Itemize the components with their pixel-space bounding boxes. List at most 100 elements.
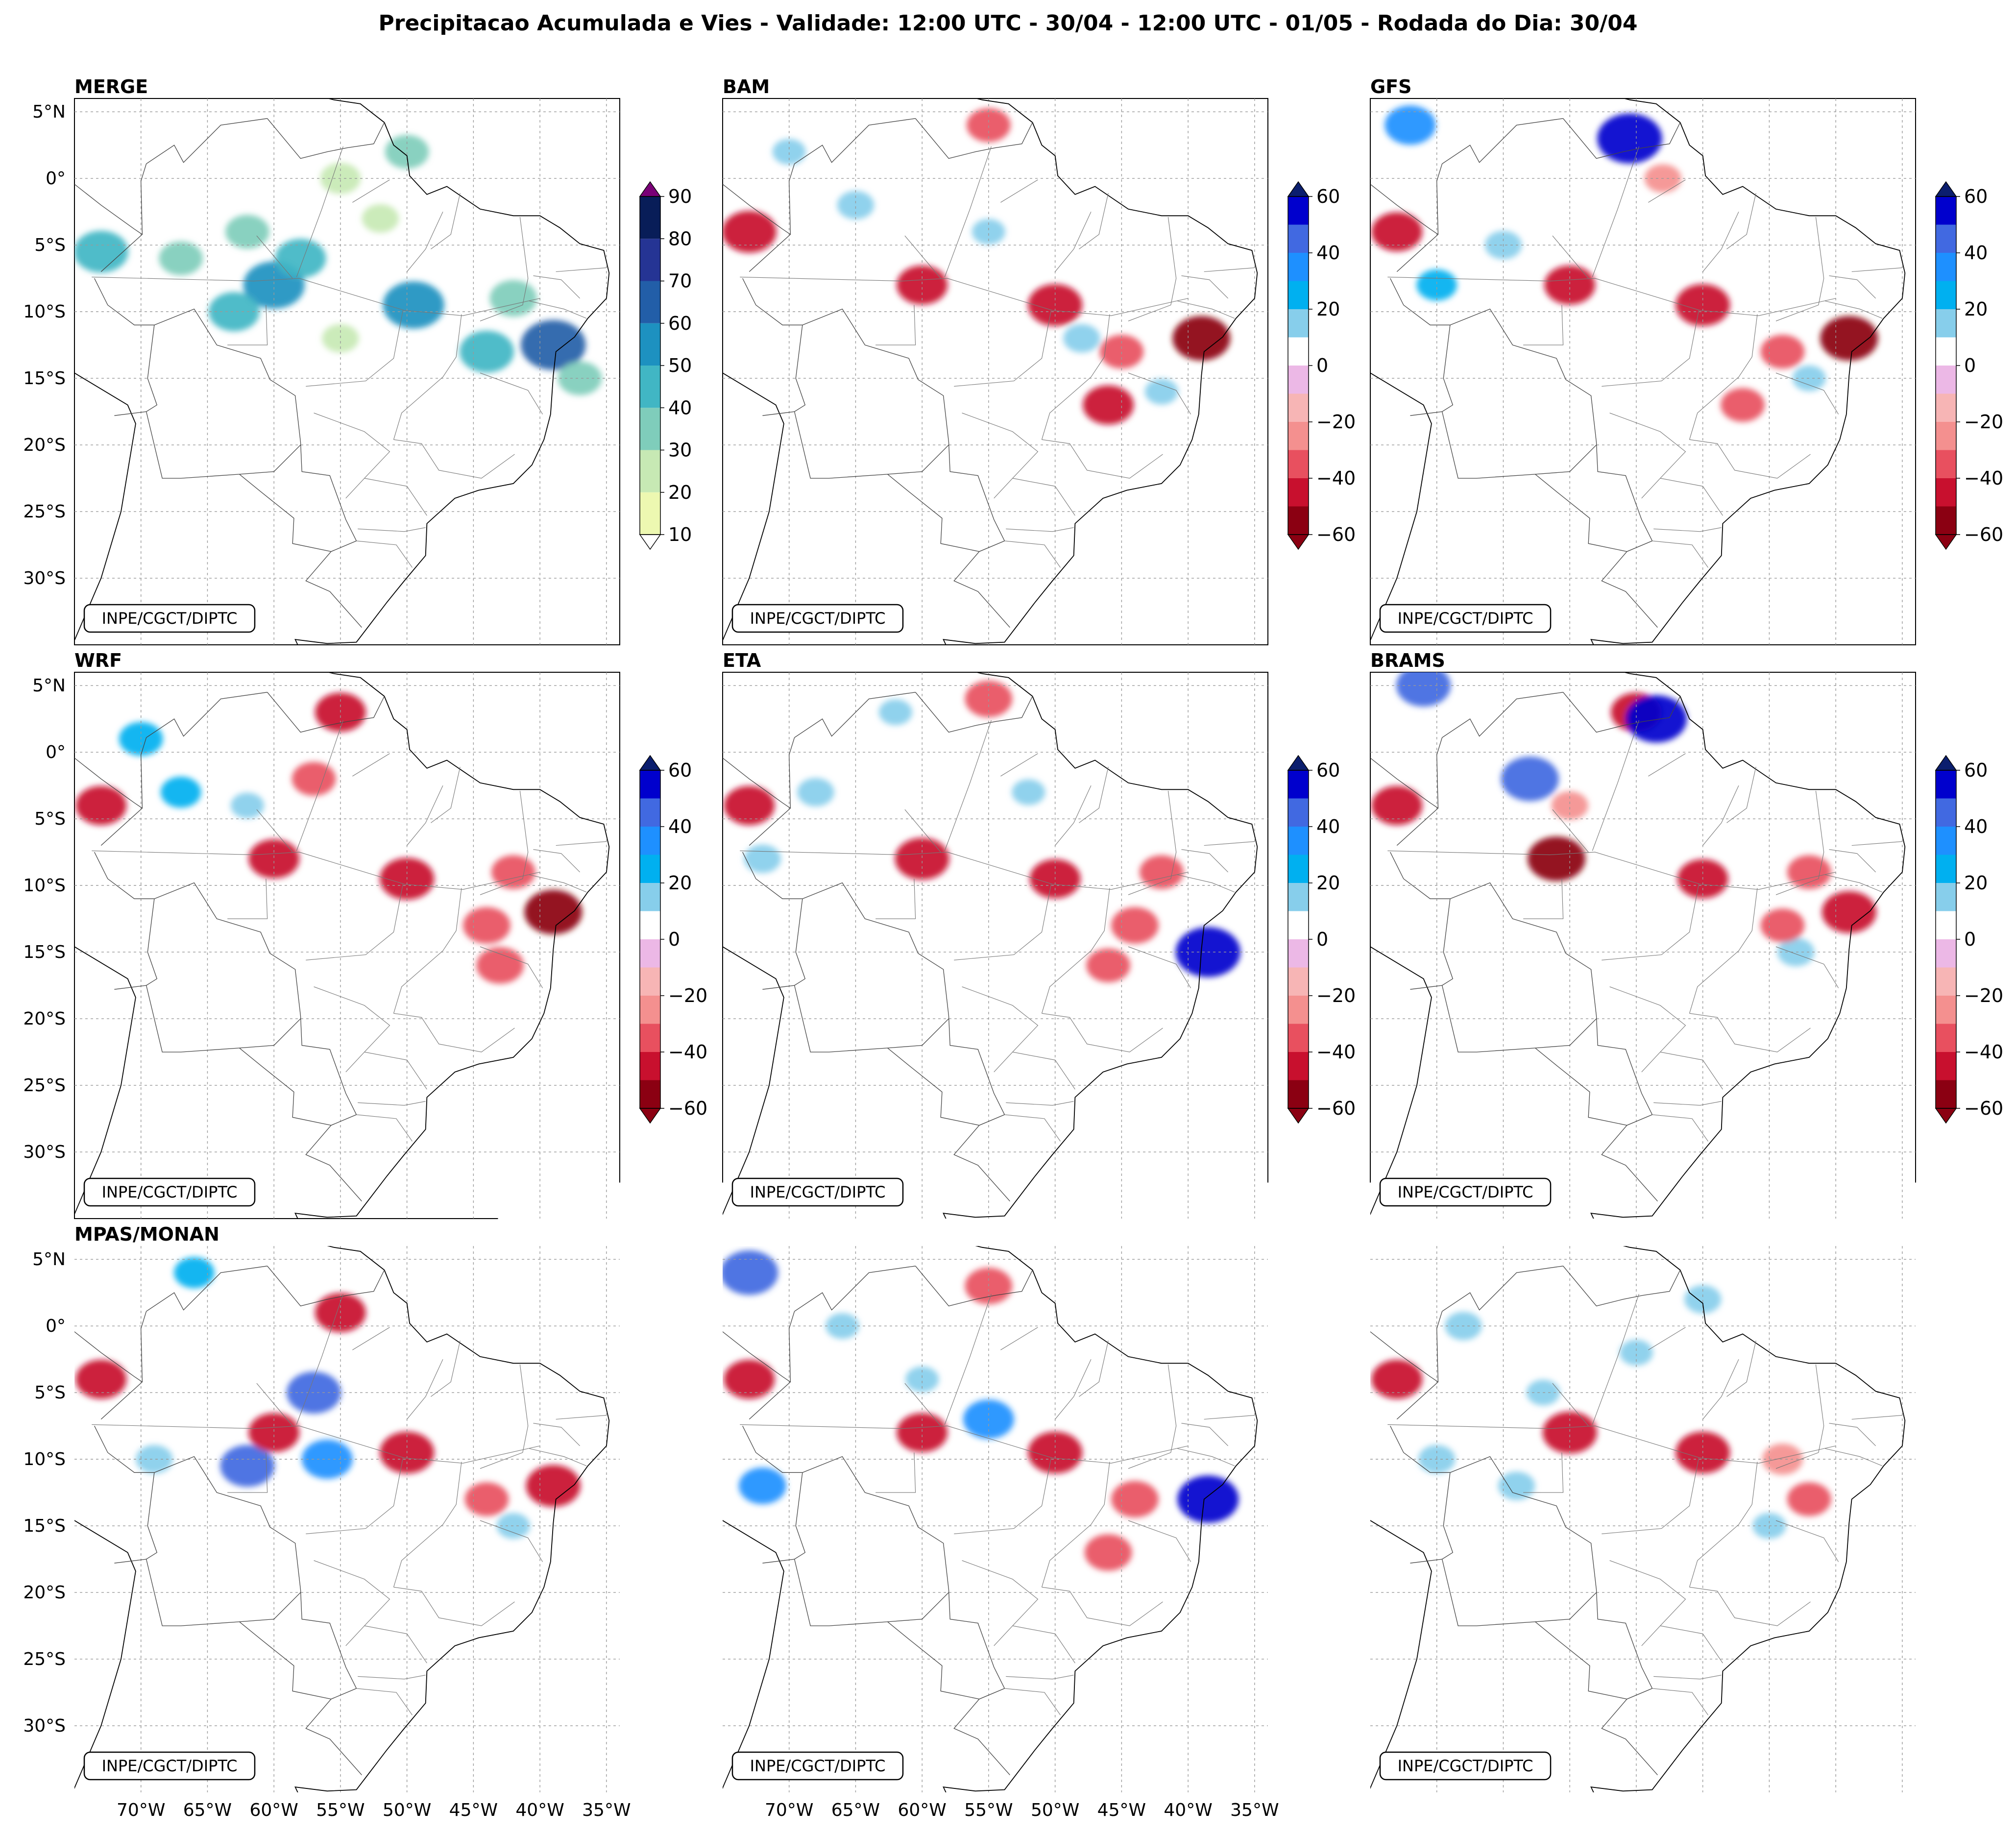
colorbar-tick-label: 0 — [1964, 1502, 1976, 1524]
lat-tick-label: 5°S — [34, 235, 66, 255]
colorbar-segment — [640, 1513, 660, 1541]
colorbar-extend-max — [640, 1329, 660, 1344]
lat-tick-label: 15°S — [23, 368, 66, 389]
data-field-10 — [739, 1467, 786, 1504]
lat-tick-label: 25°S — [23, 1076, 66, 1096]
data-field-7 — [463, 907, 510, 944]
colorbar-segment — [1288, 450, 1309, 479]
colorbar-segment — [640, 939, 660, 968]
colorbar-segment — [1936, 827, 1956, 855]
credit-text: INPE/CGCT/DIPTC — [1398, 1183, 1533, 1201]
colorbar-segment — [640, 1400, 660, 1429]
colorbar-tick-label: 50 — [668, 355, 692, 376]
colorbar-segment — [1936, 883, 1956, 911]
lat-tick-label: 10°S — [23, 1449, 66, 1469]
colorbar-tick-label: 60 — [668, 1333, 692, 1355]
colorbar-segment — [1288, 939, 1309, 968]
map-panel-cosmo: 70°W 65°W 60°W 55°W 50°W 45°W 40°W 35°WINPE/CGC… — [723, 1246, 1268, 1792]
credit-badge: INPE/CGCT/DIPTC — [1380, 1752, 1551, 1780]
colorbar-segment — [1288, 281, 1309, 310]
credit-badge: INPE/CGCT/DIPTC — [732, 1752, 903, 1780]
colorbar-tick-label: −40 — [1964, 1041, 2003, 1063]
credit-badge: INPE/CGCT/DIPTC — [84, 605, 255, 632]
colorbar-tick-label: −60 — [1964, 1098, 2003, 1119]
colorbar-segment — [1936, 450, 1956, 479]
colorbar-segment — [1288, 1485, 1309, 1514]
colorbar-segment — [1288, 1080, 1309, 1109]
colorbar-segment — [1936, 366, 1956, 394]
colorbar-segment — [640, 1598, 660, 1626]
colorbar-segment — [640, 911, 660, 940]
data-field-3 — [225, 215, 269, 249]
colorbar-extend-min — [1936, 1108, 1956, 1123]
data-field-8 — [460, 331, 514, 373]
colorbar-segment — [1936, 1024, 1956, 1052]
data-field-8 — [1063, 324, 1100, 353]
colorbar-tick-label: −40 — [1316, 467, 1356, 489]
data-field-6 — [837, 191, 874, 220]
lat-tick-label: 0° — [46, 1316, 66, 1336]
panel-title-bam-assimilacao: BAM Assimilacao — [1370, 1223, 1548, 1245]
colorbar-segment — [1936, 1654, 1956, 1683]
colorbar-tick-label: 40 — [668, 1390, 692, 1411]
colorbar-segment — [1288, 883, 1309, 911]
data-field-8 — [1111, 1481, 1159, 1517]
colorbar-extend-max — [1936, 756, 1956, 770]
data-field-1 — [161, 777, 201, 808]
colorbar-tick-label: −20 — [1964, 985, 2003, 1006]
colorbar-tick-label: 0 — [1316, 355, 1328, 376]
lon-tick-label: 50°W — [1031, 1800, 1079, 1820]
data-field-11 — [476, 947, 524, 984]
colorbar-segment — [640, 996, 660, 1024]
data-field-9 — [1787, 855, 1831, 889]
main-title: Precipitacao Acumulada e Vies - Validade… — [0, 11, 2016, 36]
panel-title-merge: MERGE — [74, 76, 148, 98]
colorbar-segment — [1288, 507, 1309, 535]
data-field-0 — [720, 1250, 778, 1295]
data-field-6 — [362, 204, 399, 233]
credit-text: INPE/CGCT/DIPTC — [102, 1757, 238, 1775]
lon-tick-label: 55°W — [316, 1800, 364, 1820]
colorbar-tick-label: 40 — [1964, 816, 1988, 837]
colorbar-tick-label: 0 — [1964, 929, 1976, 950]
colorbar-extend-min — [640, 535, 660, 549]
map-frame — [1370, 672, 1916, 1219]
colorbar-tick-label: −60 — [1316, 1671, 1356, 1693]
lon-tick-label: 45°W — [1097, 1800, 1146, 1820]
lat-tick-label: 15°S — [23, 942, 66, 962]
colorbar-segment — [640, 323, 660, 366]
colorbar-segment — [1288, 225, 1309, 253]
colorbar-segment — [1288, 309, 1309, 338]
lon-tick-label: 35°W — [1230, 1800, 1279, 1820]
colorbar-segment — [640, 1626, 660, 1654]
data-field-0 — [74, 231, 128, 273]
colorbar-segment — [1288, 1654, 1309, 1683]
colorbar-wrf: −60 −40 −20 0 20 40 60 — [640, 756, 733, 1128]
colorbar-segment — [1936, 911, 1956, 940]
colorbar-tick-label: 20 — [1316, 872, 1340, 894]
colorbar-segment — [1288, 827, 1309, 855]
data-field-7 — [1177, 1475, 1239, 1523]
data-field-1 — [744, 845, 781, 873]
colorbar-tick-label: 40 — [1964, 242, 1988, 264]
colorbar-tick-label: 20 — [668, 1446, 692, 1467]
colorbar-tick-label: 60 — [1316, 1333, 1340, 1355]
colorbar-segment — [640, 492, 660, 535]
colorbar-tick-label: 20 — [668, 482, 692, 503]
data-field-11 — [1086, 949, 1130, 982]
lat-tick-label: 20°S — [23, 1009, 66, 1029]
data-field-6 — [292, 762, 336, 796]
colorbar-segment — [1936, 1052, 1956, 1080]
data-field-11 — [1083, 386, 1134, 425]
lat-tick-label: 5°S — [34, 1383, 66, 1403]
map-panel-gfs: INPE/CGCT/DIPTC — [1370, 98, 1916, 645]
colorbar-tick-label: 90 — [668, 186, 692, 207]
data-field-7 — [1111, 907, 1159, 944]
colorbar-segment — [1288, 422, 1309, 450]
map-frame — [1370, 98, 1916, 645]
colorbar-segment — [1288, 196, 1309, 225]
lat-tick-label: 20°S — [23, 435, 66, 455]
colorbar-segment — [1288, 1513, 1309, 1541]
lat-tick-label: 10°S — [23, 876, 66, 896]
colorbar-segment — [1288, 394, 1309, 422]
